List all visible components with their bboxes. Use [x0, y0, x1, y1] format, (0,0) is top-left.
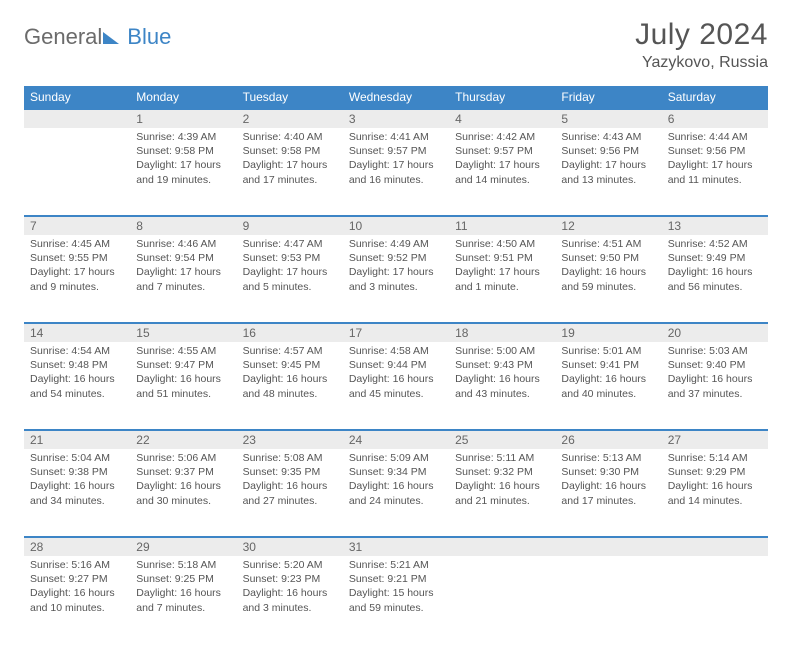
day-cell: Sunrise: 4:58 AMSunset: 9:44 PMDaylight:… [343, 342, 449, 407]
week-number-row: 28293031 [24, 537, 768, 556]
day-cell: Sunrise: 4:51 AMSunset: 9:50 PMDaylight:… [555, 235, 661, 300]
day-cell: Sunrise: 4:54 AMSunset: 9:48 PMDaylight:… [24, 342, 130, 407]
day-cell: Sunrise: 5:21 AMSunset: 9:21 PMDaylight:… [343, 556, 449, 621]
calendar-head: SundayMondayTuesdayWednesdayThursdayFrid… [24, 86, 768, 109]
calendar-page: General Blue July 2024 Yazykovo, Russia S… [0, 0, 792, 662]
day-number: 4 [449, 110, 555, 128]
week-number-row: 78910111213 [24, 216, 768, 235]
day-cell [662, 556, 768, 564]
week-content-row: Sunrise: 4:54 AMSunset: 9:48 PMDaylight:… [24, 342, 768, 430]
week-number-row: 123456 [24, 109, 768, 128]
dayname-header: Monday [130, 86, 236, 109]
day-number: 19 [555, 324, 661, 342]
day-number: 7 [24, 217, 130, 235]
dayname-header: Saturday [662, 86, 768, 109]
empty-day-number [555, 538, 661, 556]
day-cell: Sunrise: 5:08 AMSunset: 9:35 PMDaylight:… [237, 449, 343, 514]
page-header: General Blue July 2024 Yazykovo, Russia [24, 18, 768, 72]
calendar-body: 123456Sunrise: 4:39 AMSunset: 9:58 PMDay… [24, 109, 768, 644]
empty-day-number [662, 538, 768, 556]
day-cell: Sunrise: 5:13 AMSunset: 9:30 PMDaylight:… [555, 449, 661, 514]
day-cell: Sunrise: 4:52 AMSunset: 9:49 PMDaylight:… [662, 235, 768, 300]
day-cell: Sunrise: 5:20 AMSunset: 9:23 PMDaylight:… [237, 556, 343, 621]
day-cell [555, 556, 661, 564]
day-cell: Sunrise: 4:45 AMSunset: 9:55 PMDaylight:… [24, 235, 130, 300]
day-number: 29 [130, 538, 236, 556]
day-number: 3 [343, 110, 449, 128]
week-number-row: 14151617181920 [24, 323, 768, 342]
day-cell: Sunrise: 4:49 AMSunset: 9:52 PMDaylight:… [343, 235, 449, 300]
day-number: 30 [237, 538, 343, 556]
day-number: 27 [662, 431, 768, 449]
day-cell: Sunrise: 4:44 AMSunset: 9:56 PMDaylight:… [662, 128, 768, 193]
brand-text-a: General [24, 24, 102, 50]
location-label: Yazykovo, Russia [635, 54, 768, 72]
day-number: 6 [662, 110, 768, 128]
day-number: 9 [237, 217, 343, 235]
day-number: 26 [555, 431, 661, 449]
day-cell: Sunrise: 4:55 AMSunset: 9:47 PMDaylight:… [130, 342, 236, 407]
dayname-header: Tuesday [237, 86, 343, 109]
day-number: 15 [130, 324, 236, 342]
week-content-row: Sunrise: 5:04 AMSunset: 9:38 PMDaylight:… [24, 449, 768, 537]
day-number: 20 [662, 324, 768, 342]
day-cell: Sunrise: 5:01 AMSunset: 9:41 PMDaylight:… [555, 342, 661, 407]
day-cell: Sunrise: 5:09 AMSunset: 9:34 PMDaylight:… [343, 449, 449, 514]
day-number: 13 [662, 217, 768, 235]
day-number: 14 [24, 324, 130, 342]
month-title: July 2024 [635, 18, 768, 52]
day-cell: Sunrise: 5:00 AMSunset: 9:43 PMDaylight:… [449, 342, 555, 407]
day-number: 28 [24, 538, 130, 556]
day-number: 11 [449, 217, 555, 235]
day-cell: Sunrise: 4:50 AMSunset: 9:51 PMDaylight:… [449, 235, 555, 300]
day-number: 16 [237, 324, 343, 342]
day-cell: Sunrise: 4:39 AMSunset: 9:58 PMDaylight:… [130, 128, 236, 193]
dayname-header: Friday [555, 86, 661, 109]
day-cell: Sunrise: 4:46 AMSunset: 9:54 PMDaylight:… [130, 235, 236, 300]
day-cell: Sunrise: 5:14 AMSunset: 9:29 PMDaylight:… [662, 449, 768, 514]
week-content-row: Sunrise: 4:45 AMSunset: 9:55 PMDaylight:… [24, 235, 768, 323]
calendar-table: SundayMondayTuesdayWednesdayThursdayFrid… [24, 86, 768, 644]
dayname-header: Wednesday [343, 86, 449, 109]
day-number: 8 [130, 217, 236, 235]
brand-text-b: Blue [127, 24, 171, 50]
day-number: 2 [237, 110, 343, 128]
day-cell: Sunrise: 4:43 AMSunset: 9:56 PMDaylight:… [555, 128, 661, 193]
day-cell: Sunrise: 4:41 AMSunset: 9:57 PMDaylight:… [343, 128, 449, 193]
day-number: 12 [555, 217, 661, 235]
day-number: 1 [130, 110, 236, 128]
day-cell: Sunrise: 5:11 AMSunset: 9:32 PMDaylight:… [449, 449, 555, 514]
day-cell: Sunrise: 4:42 AMSunset: 9:57 PMDaylight:… [449, 128, 555, 193]
title-block: July 2024 Yazykovo, Russia [635, 18, 768, 72]
day-cell: Sunrise: 4:47 AMSunset: 9:53 PMDaylight:… [237, 235, 343, 300]
day-cell: Sunrise: 4:40 AMSunset: 9:58 PMDaylight:… [237, 128, 343, 193]
day-number: 18 [449, 324, 555, 342]
day-number: 25 [449, 431, 555, 449]
week-number-row: 21222324252627 [24, 430, 768, 449]
week-content-row: Sunrise: 5:16 AMSunset: 9:27 PMDaylight:… [24, 556, 768, 644]
day-number: 17 [343, 324, 449, 342]
day-cell: Sunrise: 5:16 AMSunset: 9:27 PMDaylight:… [24, 556, 130, 621]
week-content-row: Sunrise: 4:39 AMSunset: 9:58 PMDaylight:… [24, 128, 768, 216]
day-cell: Sunrise: 5:18 AMSunset: 9:25 PMDaylight:… [130, 556, 236, 621]
day-cell: Sunrise: 5:04 AMSunset: 9:38 PMDaylight:… [24, 449, 130, 514]
day-number: 10 [343, 217, 449, 235]
day-cell: Sunrise: 5:06 AMSunset: 9:37 PMDaylight:… [130, 449, 236, 514]
day-cell: Sunrise: 5:03 AMSunset: 9:40 PMDaylight:… [662, 342, 768, 407]
day-number: 31 [343, 538, 449, 556]
day-number: 21 [24, 431, 130, 449]
brand-mark-icon [103, 30, 125, 44]
day-cell [24, 128, 130, 136]
day-cell: Sunrise: 4:57 AMSunset: 9:45 PMDaylight:… [237, 342, 343, 407]
day-cell [449, 556, 555, 564]
brand-logo: General Blue [24, 18, 171, 50]
day-number: 5 [555, 110, 661, 128]
dayname-header: Sunday [24, 86, 130, 109]
dayname-header: Thursday [449, 86, 555, 109]
empty-day-number [24, 110, 130, 128]
day-number: 24 [343, 431, 449, 449]
empty-day-number [449, 538, 555, 556]
day-number: 22 [130, 431, 236, 449]
day-number: 23 [237, 431, 343, 449]
